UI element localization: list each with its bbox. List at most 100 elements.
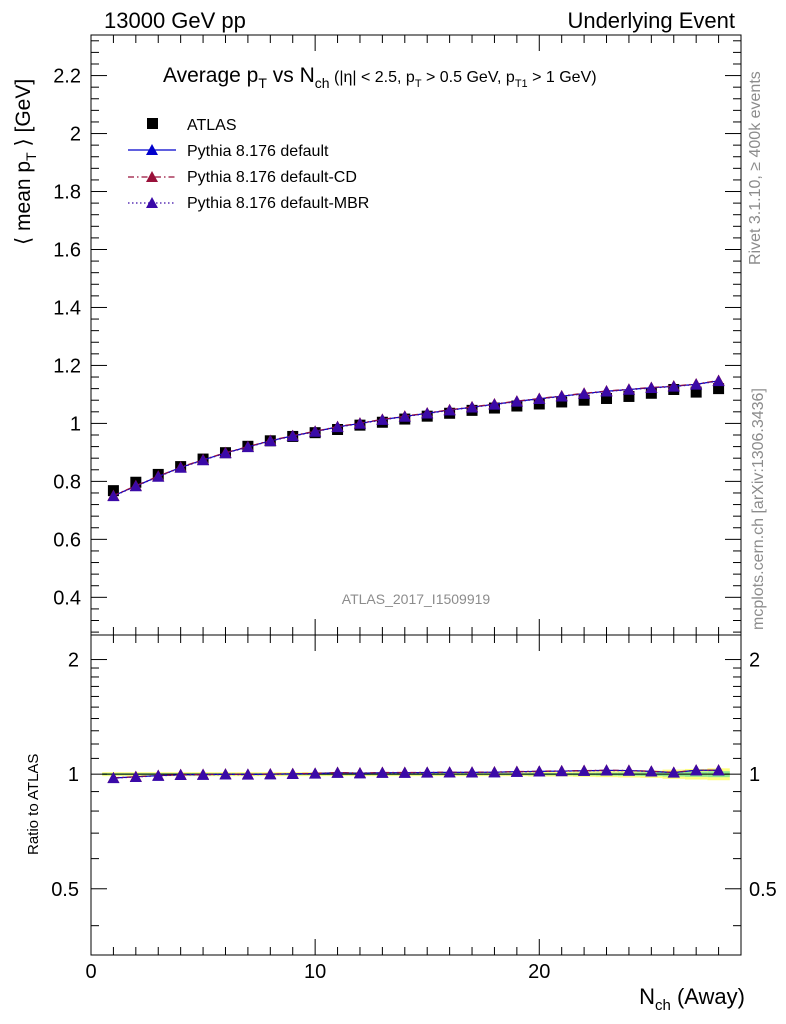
legend-marker-default [146, 144, 158, 155]
y-tick-label: 1 [70, 413, 81, 435]
atlas-point [690, 386, 702, 398]
y-tick-label: 2 [70, 124, 81, 146]
ratio-tick-label-right: 0.5 [749, 879, 777, 901]
rivet-label: Rivet 3.1.10, ≥ 400k events [747, 71, 764, 265]
ratio-series-point [622, 764, 635, 776]
ratio-series-point [286, 767, 299, 779]
mc-series-point [600, 385, 613, 397]
atlas-point [556, 396, 568, 408]
ratio-series-point [241, 768, 254, 780]
xlabel-part: N [639, 984, 655, 1009]
plot-title: Average pT vs Nch (|η| < 2.5, pT > 0.5 G… [163, 64, 597, 91]
mc-series-point [443, 404, 456, 416]
ratio-series-point [264, 768, 277, 780]
y-tick-label: 0.8 [53, 471, 81, 493]
ratio-series-point [331, 766, 344, 778]
ratio-y-ticks: 0.5 0.5 1 1 2 2 [51, 650, 777, 927]
atlas-point [645, 387, 657, 399]
ratio-series-point [600, 764, 613, 776]
ratio-series-point [129, 770, 142, 782]
mc-series-point [488, 398, 501, 410]
mc-series-point [286, 430, 299, 442]
mc-series-point [197, 454, 210, 466]
ratio-series-point [510, 765, 523, 777]
x-tick-label: 10 [304, 961, 326, 983]
xlabel-sub: ch [655, 997, 671, 1014]
ratio-series-point [712, 764, 725, 776]
mc-series-point [174, 461, 187, 473]
y-tick-label: 0.4 [53, 587, 81, 609]
y-tick-label: 1.4 [53, 297, 81, 319]
mc-series-point [421, 407, 434, 419]
mc-series-line [113, 380, 719, 497]
y-tick-label: 1.8 [53, 182, 81, 204]
mc-series-point [107, 490, 120, 502]
ratio-tick-label-left: 0.5 [51, 879, 79, 901]
legend-label-cd: Pythia 8.176 default-CD [187, 169, 357, 186]
ratio-series-point [466, 766, 479, 778]
mc-series-point [398, 410, 411, 422]
atlas-point [578, 394, 590, 406]
ratio-series-point [421, 766, 434, 778]
mc-series-point [264, 435, 277, 447]
x-tick-label: 0 [85, 961, 96, 983]
y-tick-label: 1.2 [53, 355, 81, 377]
ratio-series-point [152, 769, 165, 781]
ratio-tick-label-left: 1 [68, 764, 79, 786]
main-y-axis-label: ⟨ mean pT ⟩ [GeV] [12, 79, 39, 245]
mc-series-point [129, 480, 142, 492]
legend-label-default: Pythia 8.176 default [187, 143, 329, 160]
mc-series-point [690, 378, 703, 390]
analysis-id: ATLAS_2017_I1509919 [342, 591, 491, 607]
legend-marker-cd [146, 171, 158, 182]
x-axis-label: Nch (Away) [639, 984, 745, 1014]
legend-marker-atlas [147, 118, 158, 129]
mc-series-point [667, 380, 680, 392]
mc-series-point [533, 393, 546, 405]
ratio-series-point [488, 766, 501, 778]
xlabel-part: (Away) [671, 984, 745, 1009]
ratio-series-point [197, 768, 210, 780]
title-part: vs N [267, 64, 315, 87]
ratio-series-point [309, 767, 322, 779]
atlas-point [623, 390, 635, 402]
ratio-series-point [174, 768, 187, 780]
title-sub: T1 [515, 78, 528, 90]
main-y-ticks: 0.4 0.6 0.8 1 1.2 1.4 1.6 1.8 2 2.2 [53, 40, 741, 633]
mc-series-point [645, 382, 658, 394]
mc-series-point [510, 395, 523, 407]
mc-series-point [376, 413, 389, 425]
y-tick-label: 2.2 [53, 66, 81, 88]
ratio-series-point [533, 765, 546, 777]
legend-label-atlas: ATLAS [187, 117, 237, 134]
title-cuts: (|η| < 2.5, p [330, 69, 415, 86]
ratio-tick-label-right: 1 [749, 764, 760, 786]
y-tick-label: 1.6 [53, 239, 81, 261]
x-tick-label: 20 [528, 961, 550, 983]
ratio-series-point [376, 766, 389, 778]
ratio-tick-label-left: 2 [68, 650, 79, 672]
mc-series-point [152, 470, 165, 482]
ratio-series-line [113, 769, 719, 779]
ylabel-sub: T [23, 152, 39, 161]
ratio-series-point [443, 766, 456, 778]
y-tick-label: 0.6 [53, 529, 81, 551]
ratio-series-point [690, 764, 703, 776]
main-series [107, 374, 725, 502]
ratio-series-point [107, 772, 120, 784]
mc-series-point [622, 383, 635, 395]
mc-series-point [466, 401, 479, 413]
legend-marker-mbr [146, 197, 158, 208]
ylabel-part: ⟨ mean p [12, 161, 35, 245]
ratio-series-point [353, 767, 366, 779]
ratio-series-point [555, 765, 568, 777]
ratio-series-point [578, 764, 591, 776]
ratio-series-point [667, 766, 680, 778]
header-right: Underlying Event [567, 8, 735, 33]
x-ticks: 0 10 20 [85, 35, 720, 983]
mc-series-point [241, 441, 254, 453]
ratio-series-point [645, 765, 658, 777]
header-left: 13000 GeV pp [104, 8, 246, 33]
atlas-point [601, 392, 613, 404]
